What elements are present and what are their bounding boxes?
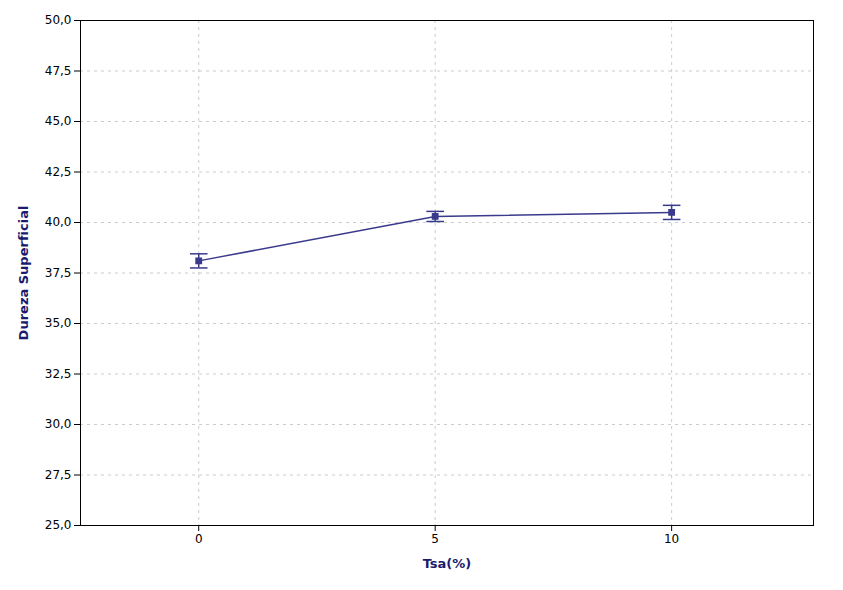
svg-text:25,0: 25,0 [45, 518, 72, 532]
svg-text:30,0: 30,0 [45, 417, 72, 431]
svg-text:5: 5 [431, 532, 439, 546]
svg-text:0: 0 [195, 532, 203, 546]
svg-text:10: 10 [664, 532, 679, 546]
svg-text:40,0: 40,0 [45, 215, 72, 229]
svg-text:32,5: 32,5 [45, 367, 72, 381]
svg-text:37,5: 37,5 [45, 266, 72, 280]
svg-text:27,5: 27,5 [45, 468, 72, 482]
svg-text:45,0: 45,0 [45, 114, 72, 128]
svg-text:Dureza Superficial: Dureza Superficial [16, 206, 31, 341]
svg-text:50,0: 50,0 [45, 13, 72, 27]
svg-text:42,5: 42,5 [45, 165, 72, 179]
svg-text:47,5: 47,5 [45, 64, 72, 78]
svg-text:Tsa(%): Tsa(%) [423, 556, 472, 571]
svg-text:35,0: 35,0 [45, 316, 72, 330]
